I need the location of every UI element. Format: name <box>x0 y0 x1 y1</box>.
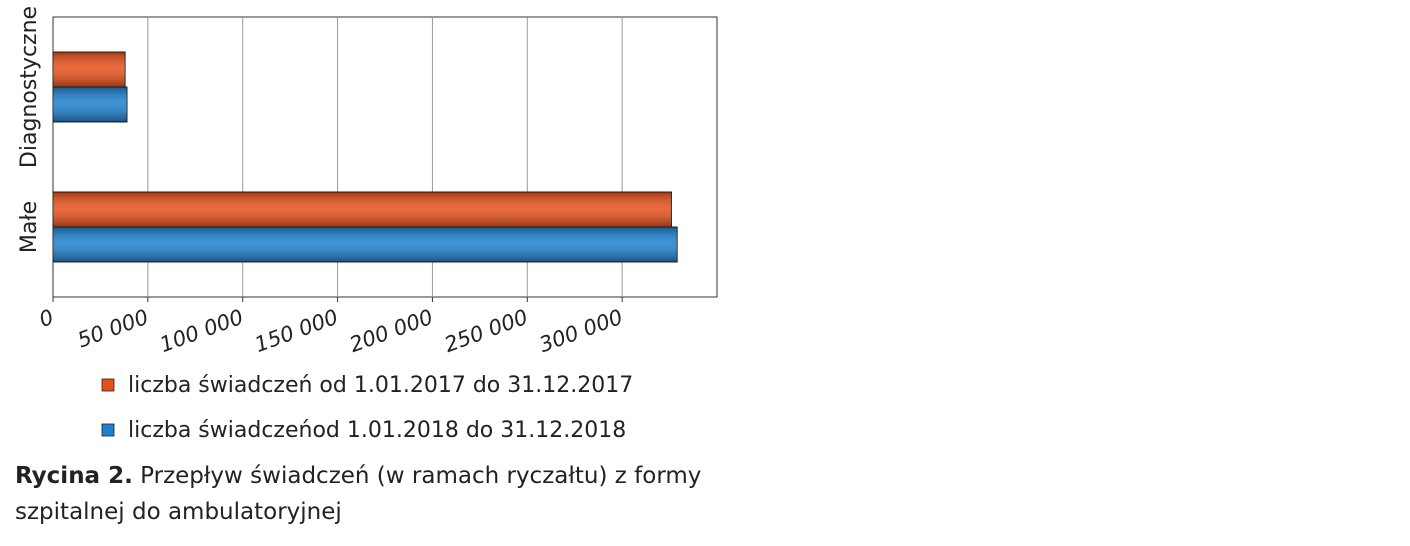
x-tick-label: 100 000 <box>157 305 247 357</box>
bar-shade <box>53 227 678 262</box>
plot-frame <box>52 16 718 298</box>
legend-marker <box>101 423 115 437</box>
x-tick-label: 150 000 <box>252 305 342 357</box>
legend-label: liczba świadczeńod 1.01.2018 do 31.12.20… <box>128 418 626 443</box>
x-tick-label: 200 000 <box>346 305 436 357</box>
bar-shade <box>53 87 127 122</box>
y-tick-label: Małe <box>17 201 42 253</box>
y-tick-label: Diagnostyczne <box>17 6 42 168</box>
caption-text: Przepływ świadczeń (w ramach ryczałtu) z… <box>15 463 702 525</box>
legend-marker <box>101 378 115 392</box>
x-tick-label: 0 <box>36 305 57 332</box>
x-tick-label: 50 000 <box>74 305 151 353</box>
bar-shade <box>53 52 126 87</box>
bar-shade <box>53 192 672 227</box>
x-tick-label: 300 000 <box>536 305 626 357</box>
legend-label: liczba świadczeń od 1.01.2017 do 31.12.2… <box>128 373 633 398</box>
caption: Rycina 2. Przepływ świadczeń (w ramach r… <box>15 458 725 530</box>
x-tick-label: 250 000 <box>441 305 531 357</box>
caption-label: Rycina 2. <box>15 463 133 489</box>
